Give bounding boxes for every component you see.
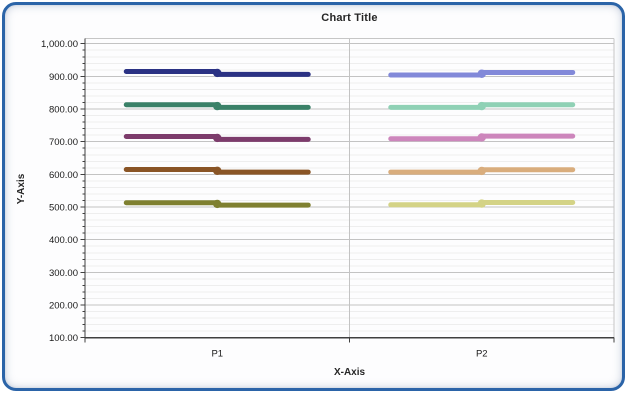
y-tick-label: 600.00 xyxy=(49,170,78,181)
series-marker xyxy=(477,166,486,176)
series-marker xyxy=(213,68,222,78)
series-marker xyxy=(477,101,486,111)
y-tick-label: 200.00 xyxy=(49,300,78,311)
series-group xyxy=(123,68,576,209)
y-tick-label: 500.00 xyxy=(49,202,78,213)
series-marker xyxy=(477,133,486,142)
axis-ticks xyxy=(80,43,615,343)
y-tick-label: 400.00 xyxy=(49,235,78,246)
x-axis-title: X-Axis xyxy=(333,367,366,378)
chart-frame xyxy=(2,2,625,391)
series-marker xyxy=(213,166,222,175)
x-category-label: P1 xyxy=(211,349,223,360)
chart-title: Chart Title xyxy=(321,12,378,24)
x-category-labels: P1 P2 xyxy=(211,349,487,360)
y-tick-label: 1,000.00 xyxy=(41,39,78,50)
series-marker xyxy=(213,199,222,209)
y-tick-label: 300.00 xyxy=(49,268,78,279)
series-marker xyxy=(477,199,486,208)
y-tick-label: 800.00 xyxy=(49,104,78,115)
x-category-label: P2 xyxy=(476,349,488,360)
series-marker xyxy=(213,101,222,111)
series-marker xyxy=(213,133,222,143)
y-tick-label: 900.00 xyxy=(49,72,78,83)
axis-lines xyxy=(84,38,614,339)
series-marker xyxy=(477,69,486,78)
y-tick-label: 100.00 xyxy=(49,333,78,344)
y-axis-title: Y-Axis xyxy=(16,173,27,205)
y-tick-labels: 1,000.00 900.00 800.00 700.00 600.00 500.00 40… xyxy=(41,39,78,344)
plot-borders xyxy=(85,38,615,338)
y-tick-label: 700.00 xyxy=(49,137,78,148)
